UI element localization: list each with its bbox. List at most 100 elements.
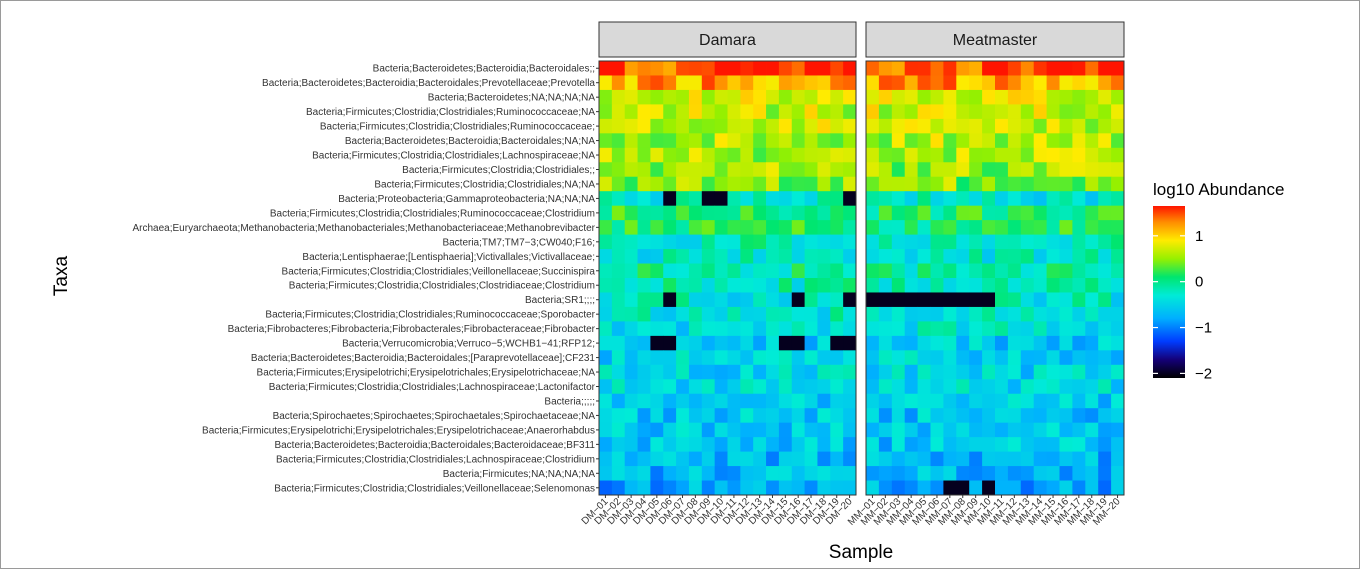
- heatmap-cell: [663, 234, 677, 250]
- heatmap-cell: [1046, 364, 1060, 380]
- heatmap-cell: [1085, 379, 1099, 395]
- heatmap-cell: [904, 350, 918, 366]
- heatmap-cell: [830, 379, 844, 395]
- heatmap-cell: [1085, 147, 1099, 163]
- heatmap-cell: [830, 335, 844, 351]
- heatmap-cell: [1111, 321, 1125, 337]
- heatmap-cell: [956, 176, 970, 192]
- heatmap-cell: [969, 234, 983, 250]
- heatmap-cell: [995, 480, 1009, 496]
- heatmap-cell: [930, 147, 944, 163]
- heatmap-cell: [624, 364, 638, 380]
- heatmap-cell: [843, 147, 857, 163]
- heatmap-cell: [740, 147, 754, 163]
- heatmap-cell: [1007, 393, 1022, 409]
- heatmap-cell: [1085, 466, 1099, 481]
- heatmap-cell: [1020, 220, 1035, 235]
- heatmap-cell: [817, 162, 831, 178]
- heatmap-cell: [956, 191, 970, 207]
- heatmap-cell: [1111, 234, 1125, 250]
- heatmap-cell: [1007, 437, 1022, 452]
- taxa-tick-label: Bacteria;Lentisphaerae;[Lentisphaeria];V…: [302, 252, 595, 263]
- heatmap-cell: [766, 191, 780, 207]
- taxa-tick-label: Bacteria;Firmicutes;Clostridia;Clostridi…: [265, 310, 595, 321]
- heatmap-cell: [1059, 306, 1073, 322]
- heatmap-cell: [1111, 220, 1125, 235]
- heatmap-cell: [727, 61, 741, 76]
- heatmap-cell: [969, 364, 983, 380]
- heatmap-cell: [688, 321, 703, 337]
- taxa-tick-label: Bacteria;Proteobacteria;Gammaproteobacte…: [338, 194, 595, 205]
- heatmap-cell: [1072, 350, 1086, 366]
- heatmap-cell: [753, 89, 767, 105]
- heatmap-cell: [995, 350, 1009, 366]
- heatmap-cell: [701, 234, 716, 250]
- heatmap-cell: [1033, 176, 1047, 192]
- taxa-tick-label: Bacteria;Bacteroidetes;Bacteroidia;Bacte…: [251, 353, 596, 364]
- heatmap-cell: [663, 422, 677, 438]
- heatmap-cell: [1098, 466, 1112, 481]
- heatmap-cell: [904, 321, 918, 337]
- heatmap-cell: [804, 234, 818, 250]
- heatmap-cell: [956, 133, 970, 149]
- heatmap-cell: [766, 350, 780, 366]
- heatmap-cell: [688, 249, 703, 264]
- heatmap-cell: [804, 335, 818, 351]
- heatmap-cell: [1072, 89, 1086, 105]
- heatmap-cell: [714, 205, 728, 221]
- heatmap-cell: [1033, 133, 1047, 149]
- heatmap-cell: [956, 306, 970, 322]
- heatmap-cell: [1111, 133, 1125, 149]
- heatmap-cell: [688, 191, 703, 207]
- heatmap-cell: [1098, 147, 1112, 163]
- heatmap-cell: [982, 191, 996, 207]
- heatmap-cell: [791, 205, 805, 221]
- heatmap-cell: [930, 278, 944, 293]
- heatmap-cell: [917, 379, 931, 395]
- heatmap-cell: [1020, 147, 1035, 163]
- heatmap-cell: [766, 61, 780, 76]
- taxa-tick-label: Bacteria;Firmicutes;Clostridia;Clostridi…: [270, 208, 595, 219]
- heatmap-cell: [904, 364, 918, 380]
- heatmap-cell: [1033, 480, 1047, 496]
- heatmap-cell: [650, 422, 664, 438]
- heatmap-cell: [866, 466, 880, 481]
- heatmap-cell: [727, 408, 741, 424]
- heatmap-cell: [1111, 278, 1125, 293]
- heatmap-cell: [740, 89, 754, 105]
- heatmap-cell: [791, 191, 805, 207]
- heatmap-cell: [969, 133, 983, 149]
- heatmap-cell: [817, 61, 831, 76]
- heatmap-cell: [714, 393, 728, 409]
- heatmap-cell: [714, 191, 728, 207]
- heatmap-cell: [650, 75, 664, 91]
- heatmap-cell: [611, 104, 626, 120]
- heatmap-cell: [1072, 379, 1086, 395]
- x-axis-title: Sample: [829, 542, 893, 563]
- heatmap-cell: [904, 220, 918, 235]
- heatmap-cell: [969, 379, 983, 395]
- heatmap-cell: [982, 75, 996, 91]
- heatmap-cell: [904, 147, 918, 163]
- heatmap-cell: [891, 466, 906, 481]
- heatmap-cell: [650, 249, 664, 264]
- heatmap-cell: [753, 133, 767, 149]
- heatmap-cell: [917, 75, 931, 91]
- heatmap-cell: [714, 422, 728, 438]
- heatmap-cell: [714, 75, 728, 91]
- heatmap-cell: [624, 451, 638, 467]
- heatmap-cell: [843, 75, 857, 91]
- heatmap-cell: [956, 89, 970, 105]
- heatmap-cell: [930, 306, 944, 322]
- heatmap-cell: [676, 89, 690, 105]
- heatmap-cell: [766, 306, 780, 322]
- heatmap-cell: [1111, 437, 1125, 452]
- heatmap-cell: [727, 75, 741, 91]
- heatmap-cell: [904, 292, 918, 308]
- heatmap-cell: [1020, 379, 1035, 395]
- heatmap-cell: [714, 408, 728, 424]
- heatmap-cell: [676, 118, 690, 134]
- heatmap-cell: [663, 176, 677, 192]
- heatmap-cell: [943, 75, 957, 91]
